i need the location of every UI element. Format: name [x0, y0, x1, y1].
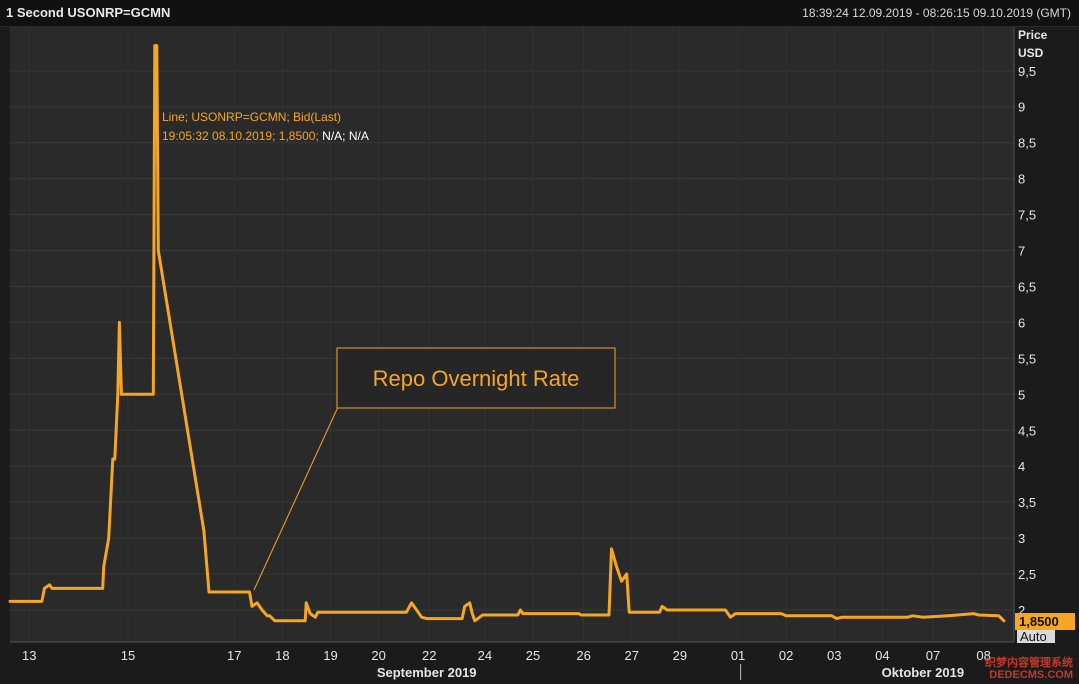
y-axis-currency-label: USD [1018, 46, 1044, 60]
y-tick-label: 7 [1018, 244, 1025, 259]
x-tick-label: 03 [827, 648, 841, 663]
x-tick-label: 15 [121, 648, 135, 663]
y-tick-label: 9,5 [1018, 64, 1036, 79]
y-tick-label: 9 [1018, 100, 1025, 115]
chart-header-bar: 1 Second USONRP=GCMN 18:39:24 12.09.2019… [0, 0, 1079, 27]
y-tick-label: 4,5 [1018, 423, 1036, 438]
y-tick-label: 6,5 [1018, 279, 1036, 294]
last-value-label: 1,8500 [1019, 614, 1059, 629]
time-range-label: 18:39:24 12.09.2019 - 08:26:15 09.10.201… [802, 6, 1071, 20]
y-tick-label: 8 [1018, 172, 1025, 187]
y-tick-label: 5 [1018, 387, 1025, 402]
watermark: 织梦内容管理系统 DEDECMS.COM [985, 657, 1073, 681]
callout-leader-line [253, 406, 339, 591]
tooltip-line-2: 19:05:32 08.10.2019; 1,8500; N/A; N/A [162, 129, 369, 143]
x-tick-label: 19 [323, 648, 337, 663]
series-line-usonrp[interactable] [8, 44, 1006, 623]
plot-background [10, 27, 1014, 642]
x-tick-label: 25 [526, 648, 540, 663]
vertical-grid [28, 27, 985, 642]
month-label: September 2019 [377, 665, 477, 680]
y-tick-label: 8,5 [1018, 136, 1036, 151]
y-tick-label: 4 [1018, 459, 1025, 474]
x-tick-label: 20 [371, 648, 385, 663]
y-tick-label: 3 [1018, 531, 1025, 546]
x-tick-label: 29 [673, 648, 687, 663]
last-value-marker [1015, 613, 1075, 630]
x-tick-label: 13 [22, 648, 36, 663]
tooltip-line-1: Line; USONRP=GCMN; Bid(Last) [162, 110, 341, 124]
x-tick-label: 01 [731, 648, 745, 663]
x-tick-label: 02 [779, 648, 793, 663]
y-tick-label: 7,5 [1018, 208, 1036, 223]
y-tick-label: 6 [1018, 315, 1025, 330]
x-tick-label: 07 [926, 648, 940, 663]
tooltip-na-values: N/A; N/A [319, 129, 369, 143]
watermark-line-1: 织梦内容管理系统 [985, 657, 1073, 669]
chart-title: 1 Second USONRP=GCMN [6, 5, 171, 20]
y-tick-label: 2 [1018, 603, 1025, 618]
x-tick-label: 08 [976, 648, 990, 663]
x-tick-label: 24 [478, 648, 492, 663]
y-tick-label: 5,5 [1018, 351, 1036, 366]
x-axis-ticks: 13 15 17 18 19 20 22 24 25 26 27 29 01 02 03 04 07 08 [22, 648, 991, 663]
y-axis-ticks: 2 2,5 3 3,5 4 4,5 5 5,5 6 6,5 7 7,5 8 8,5 9 9,5 [1018, 64, 1036, 618]
watermark-line-2: DEDECMS.COM [989, 669, 1073, 681]
y-tick-label: 3,5 [1018, 495, 1036, 510]
month-label: Oktober 2019 [882, 665, 964, 680]
auto-scale-label: Auto [1020, 629, 1047, 644]
y-axis-price-label: Price [1018, 28, 1048, 42]
auto-scale-button[interactable] [1017, 630, 1055, 643]
x-tick-label: 22 [422, 648, 436, 663]
callout-label: Repo Overnight Rate [373, 366, 580, 391]
x-tick-label: 26 [576, 648, 590, 663]
callout-box [336, 347, 616, 409]
y-tick-label: 2,5 [1018, 567, 1036, 582]
x-tick-label: 27 [625, 648, 639, 663]
x-tick-label: 17 [227, 648, 241, 663]
x-axis-month-labels: September 2019 Oktober 2019 [377, 665, 964, 680]
x-tick-label: 04 [875, 648, 889, 663]
x-tick-label: 18 [275, 648, 289, 663]
tooltip-timestamp-value: 19:05:32 08.10.2019; 1,8500; [162, 129, 319, 143]
